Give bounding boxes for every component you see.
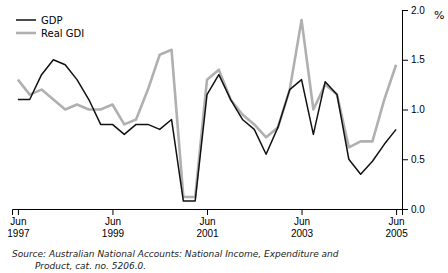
x-tick: Jun1997 [7,209,30,239]
x-tick-label: Jun2005 [385,216,408,239]
x-tick-mark [18,209,19,215]
chart: 0.00.51.01.52.0%Jun1997Jun1999Jun2001Jun… [0,0,448,273]
x-tick: Jun1999 [102,209,125,239]
y-tick: 1.5 [402,54,425,65]
y-tick-mark [402,110,408,111]
x-tick-mark [396,209,397,215]
y-tick: 0.0 [402,204,425,215]
plot-area [18,20,396,201]
legend-item: GDP [16,15,62,26]
legend-label: GDP [41,15,62,26]
series-line [18,60,396,201]
y-tick-label: 2.0 [411,5,425,16]
x-tick-label-line: 2001 [196,228,219,239]
x-tick-label-line: Jun [389,216,405,227]
x-tick: Jun2005 [385,209,408,239]
legend-swatch [16,32,36,35]
x-tick-label-line: Jun [105,216,121,227]
x-tick-label: Jun1999 [102,216,125,239]
legend: GDP Real GDI [16,15,84,39]
x-tick-label-line: 1997 [7,228,30,239]
x-tick-label: Jun2003 [291,216,314,239]
y-tick-mark [402,159,408,160]
y-tick: 1.0 [402,104,425,115]
x-tick: Jun2003 [291,209,314,239]
x-axis-line [13,210,403,216]
y-axis-line [403,11,409,210]
x-tick-label: Jun1997 [7,216,30,239]
source-note: Source: Australian National Accounts: Na… [12,249,339,259]
y-tick: 0.5 [402,154,425,165]
x-tick: Jun2001 [196,209,219,239]
y-tick-label: 0.0 [411,204,425,215]
x-tick-label-line: 1999 [102,228,125,239]
x-tick-mark [302,209,303,215]
x-tick-mark [112,209,113,215]
y-tick-label: 1.5 [411,54,425,65]
y-axis-label: % [434,9,444,22]
legend-swatch [16,19,36,21]
y-tick-mark [402,10,408,11]
x-tick-mark [207,209,208,215]
y-tick-label: 1.0 [411,104,425,115]
y-tick-mark [402,60,408,61]
x-tick-label: Jun2001 [196,216,219,239]
y-tick: 2.0 [402,5,425,16]
background [0,0,448,273]
x-tick-label-line: Jun [294,216,310,227]
x-tick-label-line: 2005 [385,228,408,239]
x-axis: Jun1997Jun1999Jun2001Jun2003Jun2005 [7,209,408,239]
x-tick-label-line: Jun [199,216,215,227]
legend-item: Real GDI [16,28,84,39]
source-note: Product, cat. no. 5206.0. [12,261,146,271]
x-tick-label-line: 2003 [291,228,314,239]
y-tick-label: 0.5 [411,154,425,165]
x-tick-label-line: Jun [10,216,26,227]
legend-label: Real GDI [41,28,84,39]
y-axis: 0.0 0.5 1.0 1.5 2.0 [402,5,425,215]
